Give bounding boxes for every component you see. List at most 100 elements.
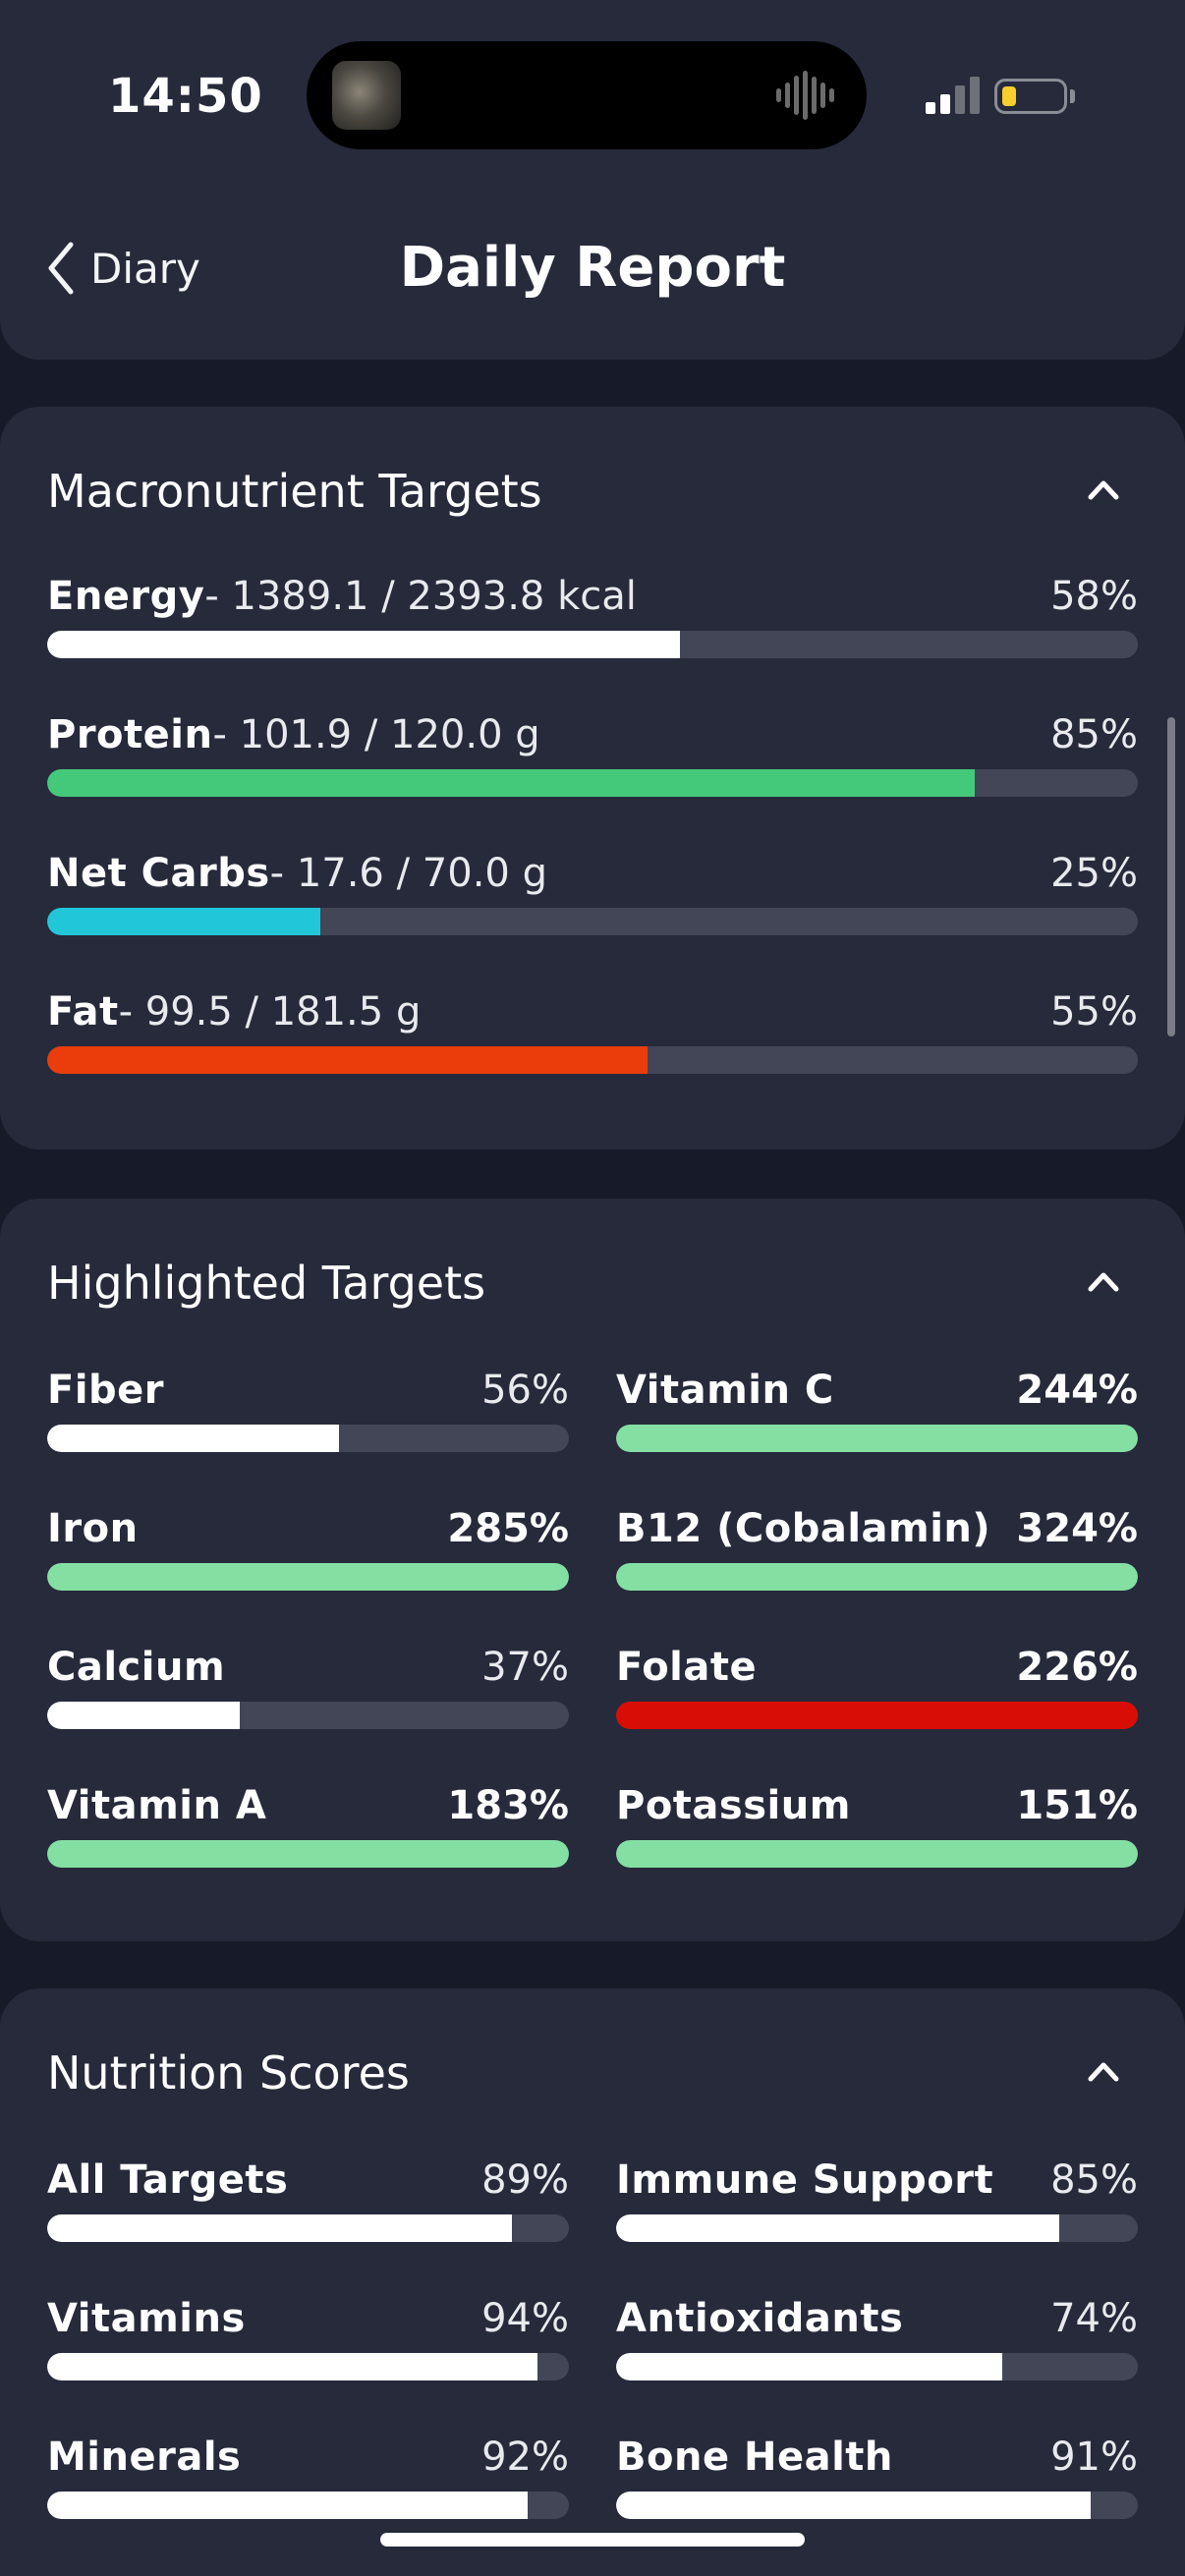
target-label: Antioxidants	[616, 2294, 903, 2343]
target-item[interactable]: All Targets 89%	[47, 2156, 569, 2242]
target-name: Fat	[47, 989, 119, 1035]
target-item[interactable]: B12 (Cobalamin) 324%	[616, 1504, 1138, 1591]
audio-waveform-icon	[776, 71, 834, 120]
target-name: All Targets	[47, 2157, 289, 2203]
chevron-left-icon	[48, 242, 74, 295]
now-playing-artwork	[332, 61, 401, 130]
progress-fill	[616, 2492, 1092, 2519]
target-header: Bone Health 91%	[616, 2433, 1138, 2482]
collapse-chevron-icon[interactable]	[1087, 1269, 1120, 1293]
progress-track	[47, 908, 1138, 935]
target-header: Vitamins 94%	[47, 2294, 569, 2343]
header: 14:50 Daily Report Diary	[0, 0, 1185, 360]
progress-fill	[616, 1840, 1138, 1868]
target-item[interactable]: Minerals 92%	[47, 2433, 569, 2519]
target-header: Iron 285%	[47, 1504, 569, 1553]
target-percent: 151%	[1016, 1783, 1138, 1828]
target-item[interactable]: Iron 285%	[47, 1504, 569, 1591]
back-label: Diary	[90, 244, 200, 293]
target-header: Vitamin A 183%	[47, 1781, 569, 1830]
target-percent: 324%	[1016, 1506, 1138, 1551]
target-label: Fat- 99.5 / 181.5 g	[47, 987, 421, 1036]
nutrition-scores-title: Nutrition Scores	[47, 2046, 410, 2100]
target-label: Calcium	[47, 1643, 225, 1692]
progress-track	[616, 1840, 1138, 1868]
target-name: Energy	[47, 574, 205, 619]
progress-fill	[616, 1425, 1138, 1452]
target-item[interactable]: Bone Health 91%	[616, 2433, 1138, 2519]
target-item[interactable]: Vitamin C 244%	[616, 1366, 1138, 1452]
progress-track	[616, 1702, 1138, 1729]
target-item[interactable]: Folate 226%	[616, 1643, 1138, 1729]
target-name: Potassium	[616, 1783, 851, 1828]
target-header: Protein- 101.9 / 120.0 g 85%	[47, 710, 1138, 759]
collapse-chevron-icon[interactable]	[1087, 2059, 1120, 2083]
progress-fill	[47, 1046, 648, 1074]
target-label: Bone Health	[616, 2433, 893, 2482]
target-percent: 92%	[481, 2435, 569, 2480]
progress-fill	[616, 1563, 1138, 1591]
target-label: Immune Support	[616, 2156, 993, 2205]
target-header: Potassium 151%	[616, 1781, 1138, 1830]
progress-fill	[47, 1840, 569, 1868]
home-indicator[interactable]	[380, 2533, 805, 2547]
target-header: Antioxidants 74%	[616, 2294, 1138, 2343]
progress-track	[47, 1563, 569, 1591]
target-amount: - 1389.1 / 2393.8 kcal	[204, 574, 637, 619]
target-header: Fat- 99.5 / 181.5 g 55%	[47, 987, 1138, 1036]
battery-level	[1002, 86, 1016, 106]
page-title: Daily Report	[399, 236, 786, 300]
progress-fill	[47, 631, 680, 658]
target-label: Vitamin A	[47, 1781, 266, 1830]
target-label: Minerals	[47, 2433, 241, 2482]
target-item[interactable]: Protein- 101.9 / 120.0 g 85%	[47, 710, 1138, 797]
target-percent: 89%	[481, 2157, 569, 2203]
target-label: Vitamin C	[616, 1366, 834, 1415]
target-label: Folate	[616, 1643, 757, 1692]
collapse-chevron-icon[interactable]	[1087, 477, 1120, 501]
target-label: Protein- 101.9 / 120.0 g	[47, 710, 540, 759]
target-item[interactable]: Calcium 37%	[47, 1643, 569, 1729]
progress-track	[47, 1425, 569, 1452]
target-percent: 226%	[1016, 1645, 1138, 1690]
target-item[interactable]: Fat- 99.5 / 181.5 g 55%	[47, 987, 1138, 1074]
nutrition-scores-card: Nutrition Scores All Targets 89% Immune Su…	[0, 1988, 1185, 2576]
target-item[interactable]: Net Carbs- 17.6 / 70.0 g 25%	[47, 849, 1138, 935]
progress-track	[47, 769, 1138, 797]
highlighted-targets-title: Highlighted Targets	[47, 1257, 486, 1310]
target-item[interactable]: Energy- 1389.1 / 2393.8 kcal 58%	[47, 572, 1138, 658]
target-name: Immune Support	[616, 2157, 994, 2203]
scrollbar[interactable]	[1167, 717, 1175, 1036]
target-percent: 91%	[1050, 2435, 1138, 2480]
target-item[interactable]: Antioxidants 74%	[616, 2294, 1138, 2380]
target-name: Bone Health	[616, 2435, 893, 2480]
progress-track	[47, 1046, 1138, 1074]
progress-track	[616, 2492, 1138, 2519]
target-header: Vitamin C 244%	[616, 1366, 1138, 1415]
target-item[interactable]: Fiber 56%	[47, 1366, 569, 1452]
progress-track	[47, 2214, 569, 2242]
target-percent: 85%	[1050, 712, 1138, 757]
target-amount: - 17.6 / 70.0 g	[269, 851, 547, 896]
progress-track	[616, 2353, 1138, 2380]
progress-track	[47, 2353, 569, 2380]
target-item[interactable]: Vitamins 94%	[47, 2294, 569, 2380]
target-percent: 285%	[447, 1506, 569, 1551]
progress-fill	[47, 2353, 538, 2380]
back-button[interactable]: Diary	[45, 234, 200, 303]
macronutrient-targets-card: Macronutrient Targets Energy- 1389.1 / 2…	[0, 407, 1185, 1149]
progress-fill	[616, 2214, 1060, 2242]
target-item[interactable]: Vitamin A 183%	[47, 1781, 569, 1868]
progress-fill	[616, 1702, 1138, 1729]
target-name: B12 (Cobalamin)	[616, 1506, 991, 1551]
cellular-signal-icon	[926, 77, 980, 114]
target-item[interactable]: Potassium 151%	[616, 1781, 1138, 1868]
target-header: Net Carbs- 17.6 / 70.0 g 25%	[47, 849, 1138, 898]
target-percent: 25%	[1050, 851, 1138, 896]
target-label: Fiber	[47, 1366, 164, 1415]
target-item[interactable]: Immune Support 85%	[616, 2156, 1138, 2242]
dynamic-island[interactable]	[307, 41, 867, 149]
progress-track	[616, 2214, 1138, 2242]
target-percent: 55%	[1050, 989, 1138, 1035]
target-percent: 244%	[1016, 1368, 1138, 1413]
